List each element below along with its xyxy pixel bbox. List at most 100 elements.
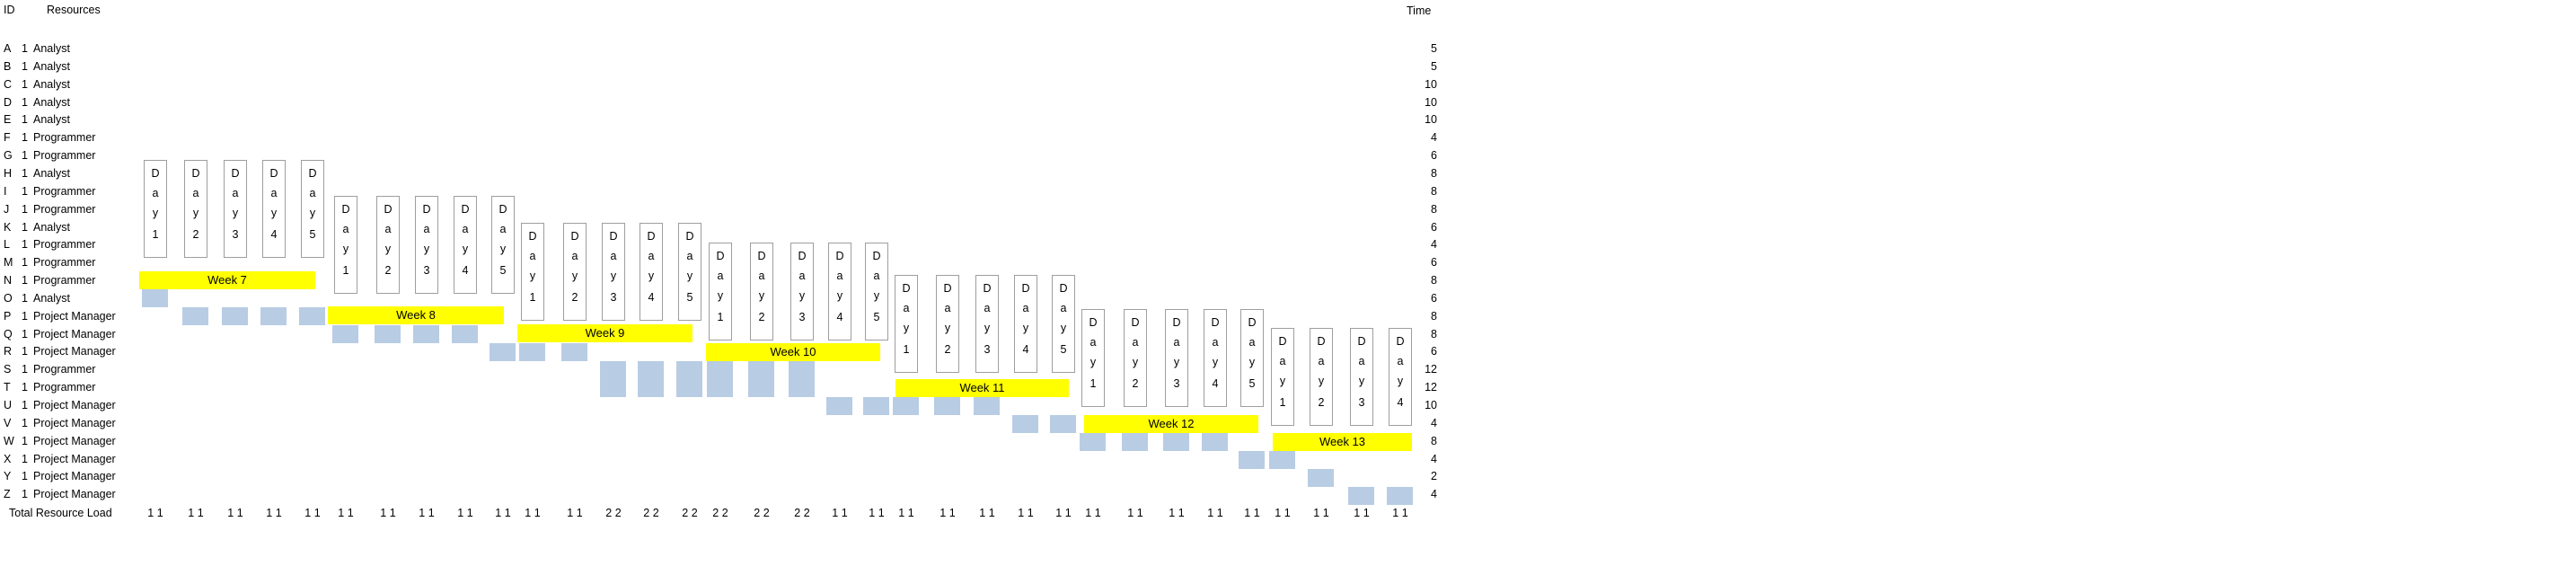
task-time: 8 bbox=[1431, 274, 1437, 287]
task-block bbox=[375, 325, 401, 343]
task-time: 6 bbox=[1431, 221, 1437, 234]
task-block bbox=[413, 325, 439, 343]
resource-role: Programmer bbox=[33, 149, 96, 162]
resource-qty: 1 bbox=[22, 185, 28, 198]
total-resource-load-label: Total Resource Load bbox=[9, 507, 112, 519]
task-time: 8 bbox=[1431, 310, 1437, 323]
task-id: D bbox=[4, 96, 13, 109]
resource-role: Programmer bbox=[33, 131, 96, 144]
task-block bbox=[1202, 433, 1228, 451]
task-block bbox=[893, 397, 919, 415]
task-block bbox=[707, 361, 733, 397]
task-id: S bbox=[4, 363, 12, 376]
task-id: Y bbox=[4, 470, 12, 482]
task-block bbox=[1163, 433, 1189, 451]
resource-role: Programmer bbox=[33, 238, 96, 251]
task-block bbox=[1050, 415, 1076, 433]
task-block bbox=[748, 361, 774, 397]
task-id: R bbox=[4, 345, 13, 358]
resource-role: Project Manager bbox=[33, 417, 116, 429]
resource-role: Project Manager bbox=[33, 310, 116, 323]
week-bar: Week 13 bbox=[1273, 433, 1412, 451]
time-header: Time bbox=[1407, 4, 1432, 17]
task-block bbox=[974, 397, 1000, 415]
task-block bbox=[182, 307, 208, 325]
task-block bbox=[638, 361, 664, 397]
resource-role: Programmer bbox=[33, 256, 96, 269]
resource-load-value: 1 1 bbox=[227, 507, 243, 519]
resource-qty: 1 bbox=[22, 238, 28, 251]
resource-load-value: 1 1 bbox=[304, 507, 321, 519]
task-block bbox=[863, 397, 889, 415]
resource-qty: 1 bbox=[22, 488, 28, 500]
resource-load-value: 1 1 bbox=[1392, 507, 1408, 519]
task-id: K bbox=[4, 221, 12, 234]
resource-load-value: 1 1 bbox=[869, 507, 885, 519]
resource-role: Programmer bbox=[33, 185, 96, 198]
week-bar: Week 10 bbox=[706, 343, 880, 361]
resource-qty: 1 bbox=[22, 381, 28, 394]
resource-load-value: 1 1 bbox=[457, 507, 473, 519]
resource-load-value: 1 1 bbox=[1313, 507, 1329, 519]
resource-role: Project Manager bbox=[33, 488, 116, 500]
task-block bbox=[600, 361, 626, 397]
resource-load-value: 1 1 bbox=[188, 507, 204, 519]
task-id: Z bbox=[4, 488, 11, 500]
week-bar: Week 12 bbox=[1084, 415, 1258, 433]
task-time: 4 bbox=[1431, 238, 1437, 251]
resources-header: Resources bbox=[47, 4, 101, 16]
task-time: 8 bbox=[1431, 185, 1437, 198]
task-id: H bbox=[4, 167, 13, 180]
week-bar: Week 8 bbox=[328, 306, 504, 324]
task-id: C bbox=[4, 78, 13, 91]
task-time: 4 bbox=[1431, 417, 1437, 429]
task-block bbox=[519, 343, 545, 361]
task-id: Q bbox=[4, 328, 13, 340]
resource-role: Analyst bbox=[33, 221, 70, 234]
resource-load-value: 2 2 bbox=[643, 507, 659, 519]
resource-role: Analyst bbox=[33, 292, 70, 305]
task-id: T bbox=[4, 381, 11, 394]
task-id: V bbox=[4, 417, 12, 429]
resource-load-value: 1 1 bbox=[1169, 507, 1185, 519]
resource-role: Project Manager bbox=[33, 470, 116, 482]
task-time: 4 bbox=[1431, 488, 1437, 500]
task-time: 2 bbox=[1431, 470, 1437, 482]
resource-qty: 1 bbox=[22, 42, 28, 55]
task-id: J bbox=[4, 203, 10, 216]
task-time: 10 bbox=[1425, 113, 1437, 126]
week-bar: Week 9 bbox=[517, 324, 693, 342]
task-block bbox=[1122, 433, 1148, 451]
resource-qty: 1 bbox=[22, 96, 28, 109]
task-time: 6 bbox=[1431, 345, 1437, 358]
resource-role: Analyst bbox=[33, 42, 70, 55]
resource-load-value: 2 2 bbox=[794, 507, 810, 519]
task-block bbox=[1012, 415, 1038, 433]
task-id: X bbox=[4, 453, 12, 465]
resource-load-value: 1 1 bbox=[1244, 507, 1260, 519]
resource-qty: 1 bbox=[22, 435, 28, 447]
resource-load-value: 1 1 bbox=[495, 507, 511, 519]
task-block bbox=[1080, 433, 1106, 451]
resource-load-value: 2 2 bbox=[682, 507, 698, 519]
resource-qty: 1 bbox=[22, 453, 28, 465]
resource-qty: 1 bbox=[22, 328, 28, 340]
task-time: 4 bbox=[1431, 453, 1437, 465]
resource-role: Project Manager bbox=[33, 345, 116, 358]
resource-qty: 1 bbox=[22, 256, 28, 269]
task-time: 10 bbox=[1425, 78, 1437, 91]
